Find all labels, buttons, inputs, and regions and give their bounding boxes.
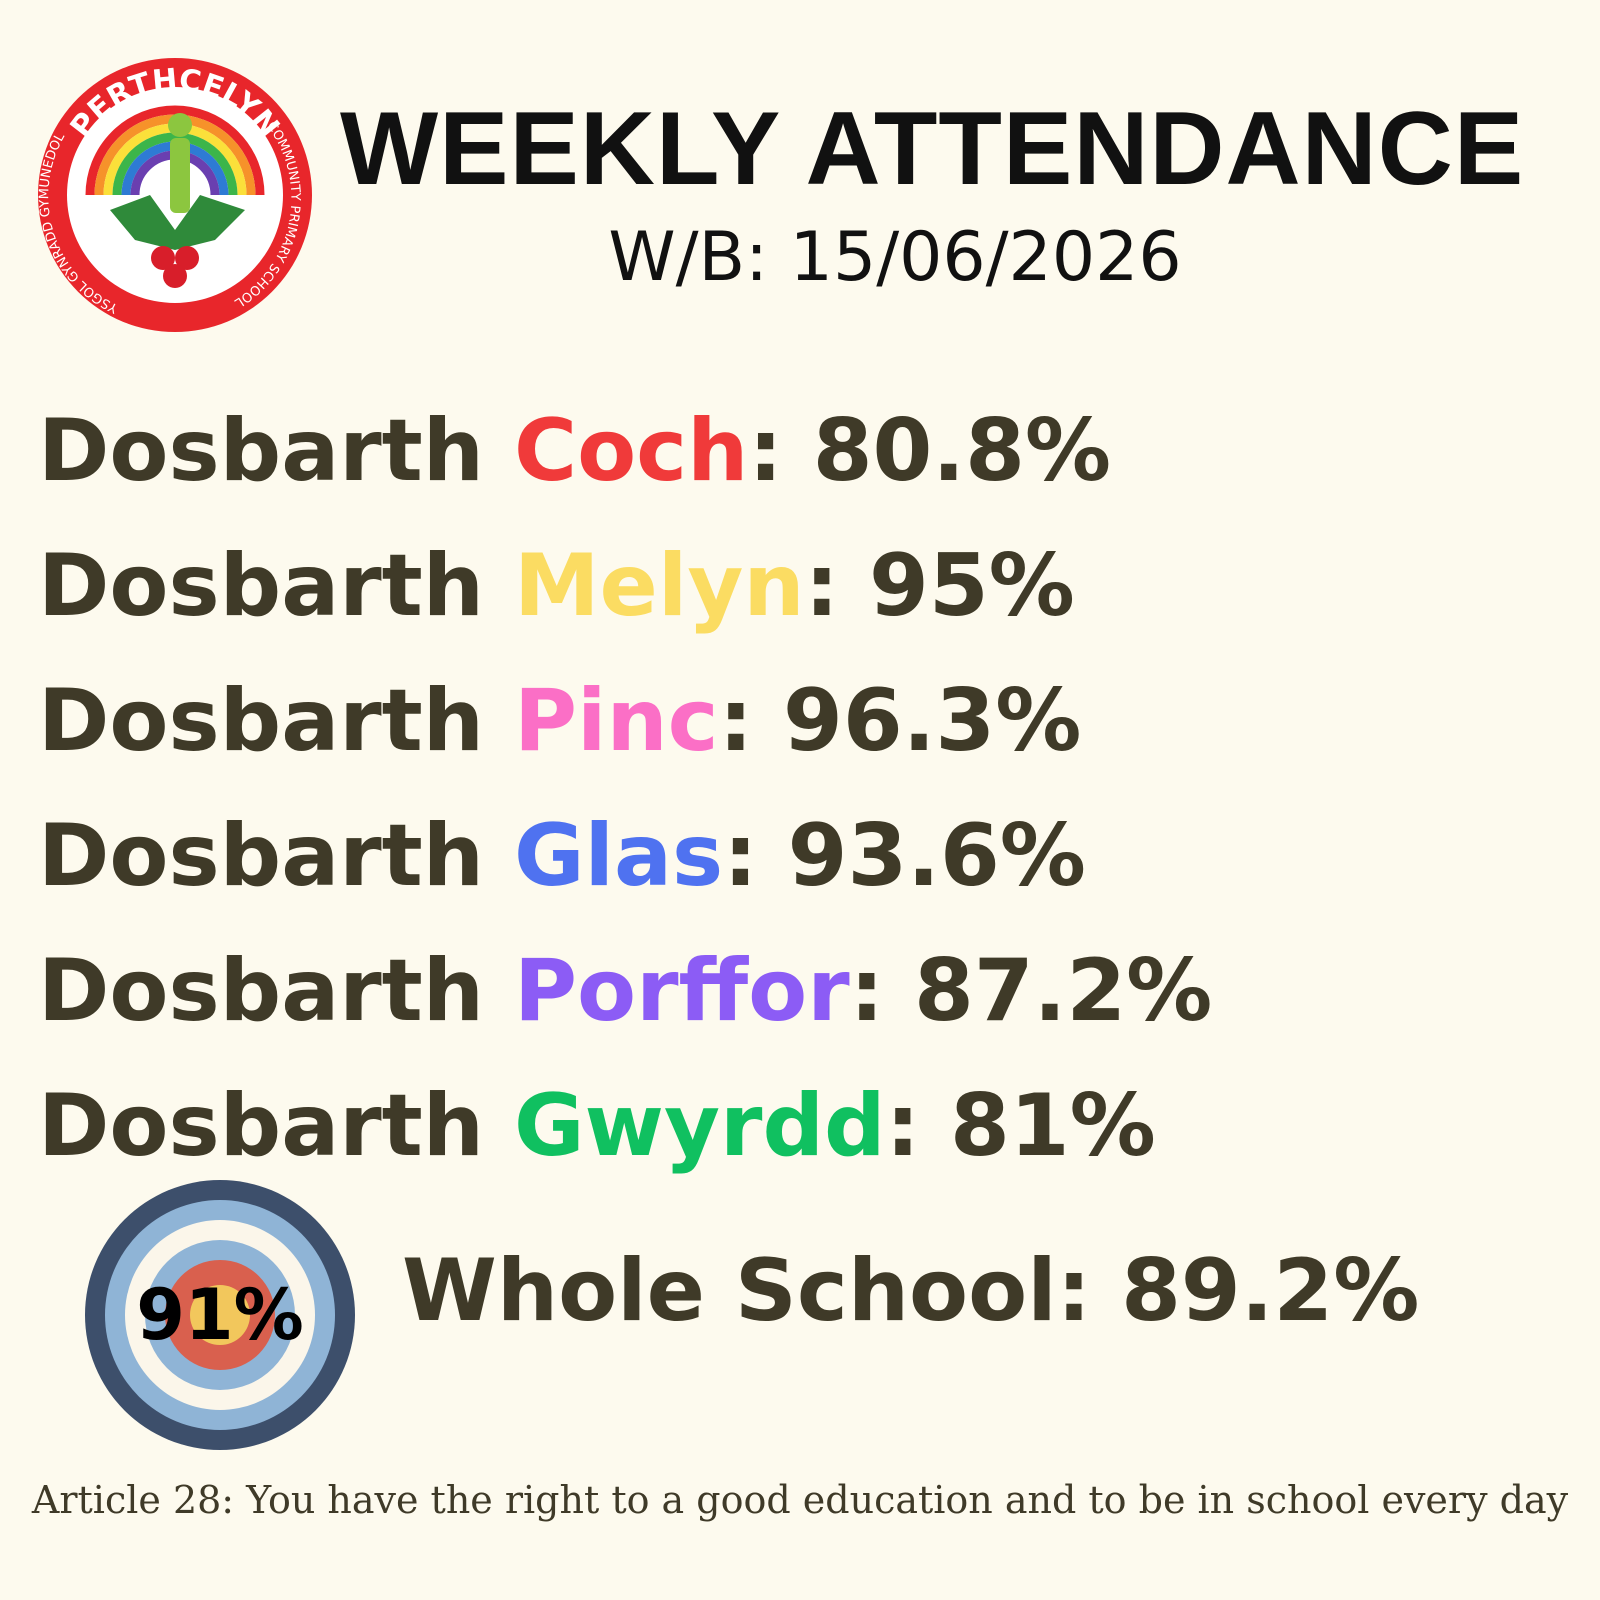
- class-name: Pinc: [513, 671, 719, 771]
- class-prefix: Dosbarth: [38, 941, 484, 1041]
- separator: :: [885, 1076, 920, 1176]
- target-value: 91%: [136, 1274, 304, 1356]
- class-value: 87.2%: [914, 941, 1213, 1041]
- space: [753, 671, 783, 771]
- class-prefix: Dosbarth: [38, 671, 484, 771]
- class-value: 93.6%: [787, 806, 1086, 906]
- class-row: Dosbarth Gwyrdd: 81%: [38, 1083, 1156, 1169]
- space: [783, 401, 813, 501]
- space: [1091, 1241, 1121, 1341]
- separator: :: [723, 806, 758, 906]
- class-prefix: Dosbarth: [38, 401, 484, 501]
- separator: :: [748, 401, 783, 501]
- class-row: Dosbarth Glas: 93.6%: [38, 813, 1086, 899]
- class-name: Glas: [513, 806, 724, 906]
- class-prefix: Dosbarth: [38, 806, 484, 906]
- whole-school: Whole School: 89.2%: [402, 1248, 1419, 1334]
- separator: :: [1056, 1241, 1092, 1341]
- class-row: Dosbarth Pinc: 96.3%: [38, 678, 1081, 764]
- subtitle: W/B: 15/06/2026: [608, 218, 1182, 297]
- class-row: Dosbarth Coch: 80.8%: [38, 408, 1111, 494]
- class-value: 80.8%: [812, 401, 1112, 501]
- space: [484, 806, 514, 906]
- space: [484, 941, 514, 1041]
- separator: :: [849, 941, 885, 1041]
- separator: :: [804, 536, 840, 636]
- class-prefix: Dosbarth: [38, 1076, 484, 1176]
- space: [758, 806, 788, 906]
- class-name: Porffor: [513, 941, 850, 1041]
- class-value: 96.3%: [783, 671, 1082, 771]
- space: [484, 671, 514, 771]
- space: [484, 536, 514, 636]
- class-name: Melyn: [513, 536, 805, 636]
- class-name: Coch: [513, 401, 749, 501]
- class-row: Dosbarth Porffor: 87.2%: [38, 948, 1212, 1034]
- footer: Article 28: You have the right to a good…: [31, 1478, 1569, 1522]
- space: [484, 401, 514, 501]
- class-prefix: Dosbarth: [38, 536, 484, 636]
- class-value: 81%: [949, 1076, 1156, 1176]
- space: [884, 941, 914, 1041]
- separator: :: [718, 671, 754, 771]
- whole-school-label: Whole School: [402, 1241, 1057, 1341]
- whole-school-value: 89.2%: [1121, 1241, 1420, 1341]
- target: 91%: [85, 1180, 355, 1450]
- logo: PERTHCELYN COMMUNITY PRIMARY SCHOOL YSGO…: [37, 58, 312, 332]
- space: [920, 1076, 950, 1176]
- title: WEEKLY ATTENDANCE: [340, 91, 1525, 207]
- space: [484, 1076, 514, 1176]
- space: [839, 536, 869, 636]
- class-value: 95%: [868, 536, 1075, 636]
- class-name: Gwyrdd: [513, 1076, 886, 1176]
- class-row: Dosbarth Melyn: 95%: [38, 543, 1075, 629]
